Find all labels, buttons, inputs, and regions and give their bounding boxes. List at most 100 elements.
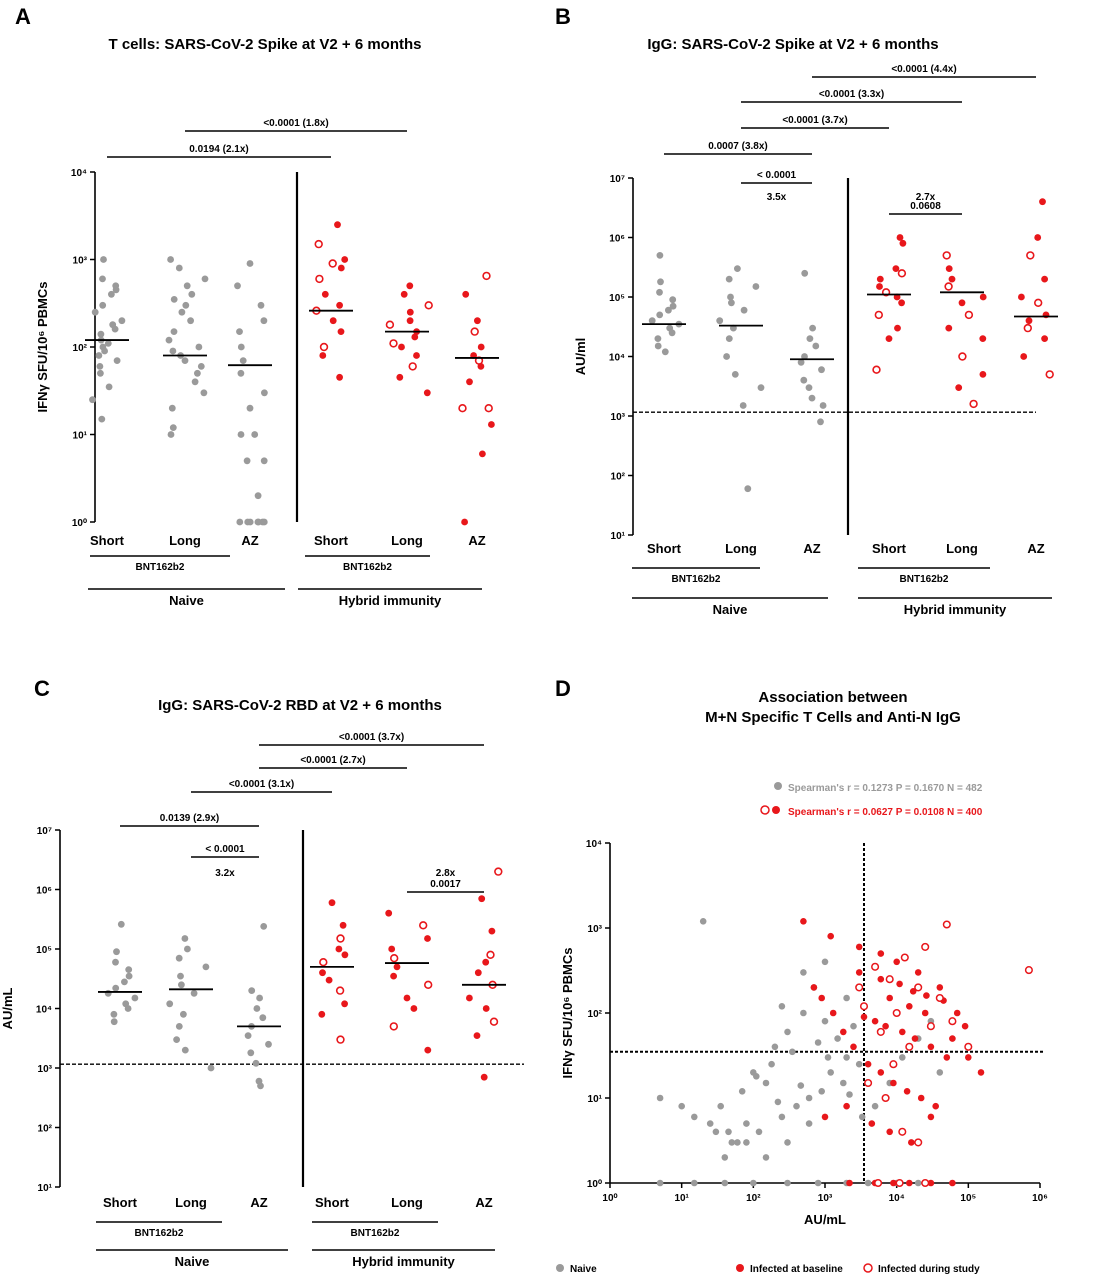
data-point	[398, 343, 405, 351]
data-point	[165, 336, 173, 344]
data-point-infected-baseline	[936, 984, 944, 991]
data-point	[108, 290, 115, 298]
data-point	[396, 373, 404, 381]
data-point-infected-baseline	[899, 1028, 906, 1036]
data-point	[101, 347, 108, 355]
data-point	[648, 317, 656, 325]
data-point-naive	[850, 1022, 857, 1030]
category-label: Long	[175, 1195, 207, 1210]
data-point	[254, 518, 262, 526]
data-point	[725, 335, 733, 342]
data-point-naive	[762, 1154, 770, 1161]
y-axis-label: IFNγ SFU/10⁶ PBMCs	[35, 282, 50, 413]
data-point	[406, 317, 414, 325]
data-point	[969, 399, 978, 409]
data-point	[805, 384, 813, 391]
data-point	[237, 431, 245, 438]
data-point-infected-baseline	[877, 1069, 885, 1076]
legend-label: Naive	[570, 1264, 597, 1275]
data-point	[423, 389, 431, 397]
data-point	[105, 383, 113, 391]
data-point-infected-baseline	[917, 1094, 925, 1102]
data-point	[200, 389, 208, 397]
panel-letter: C	[34, 676, 50, 701]
data-point	[112, 958, 119, 966]
data-point	[252, 1059, 260, 1067]
y-tick-label: 10²	[588, 1009, 603, 1020]
data-point	[898, 299, 905, 307]
data-point	[261, 389, 268, 397]
data-point-naive	[656, 1094, 664, 1102]
data-point-naive	[858, 1113, 866, 1121]
category-label: AZ	[241, 533, 258, 548]
y-tick-label: 10²	[73, 343, 88, 354]
data-point	[188, 290, 196, 298]
data-point	[728, 299, 735, 307]
data-point-naive	[678, 1102, 685, 1110]
data-point	[319, 969, 326, 977]
data-point	[474, 317, 481, 325]
fold-change-label: 2.8x	[436, 868, 456, 879]
category-label: Long	[169, 533, 201, 548]
data-point	[656, 288, 663, 296]
data-point-infected-baseline	[886, 1128, 893, 1136]
data-point	[237, 343, 245, 351]
chart-title: IgG: SARS-CoV-2 Spike at V2 + 6 months	[647, 36, 938, 53]
data-point	[944, 282, 953, 291]
data-point	[876, 275, 884, 283]
data-point-infected-during	[914, 983, 923, 992]
data-point	[725, 275, 733, 283]
data-point-naive	[834, 1035, 841, 1042]
data-point-infected-baseline	[843, 1102, 850, 1110]
data-point	[477, 343, 485, 351]
data-point	[104, 989, 112, 997]
legend-label: Infected at baseline	[750, 1264, 843, 1275]
significance-label: 0.0139 (2.9x)	[160, 813, 220, 824]
data-point	[406, 282, 414, 290]
data-point-naive	[743, 1139, 750, 1146]
data-point	[170, 328, 178, 335]
data-point	[817, 418, 824, 426]
data-point	[169, 347, 177, 355]
data-point	[182, 301, 190, 309]
data-point	[876, 283, 883, 290]
data-point	[654, 342, 662, 350]
data-point	[124, 1005, 132, 1012]
data-point-infected-during	[1024, 966, 1033, 975]
data-point	[410, 1005, 418, 1012]
data-point-infected-during	[864, 1078, 873, 1088]
data-point	[111, 325, 119, 333]
data-point	[752, 283, 760, 290]
data-point	[801, 353, 808, 360]
y-tick-label: 10³	[611, 412, 626, 423]
data-point	[248, 987, 256, 994]
data-point	[424, 301, 433, 310]
data-point	[668, 329, 676, 337]
data-point	[236, 328, 243, 335]
data-point	[665, 306, 672, 314]
data-point-infected-baseline	[908, 1139, 915, 1146]
y-tick-label: 10¹	[588, 1094, 603, 1105]
x-tick-label: 10³	[818, 1193, 833, 1204]
data-point	[945, 324, 953, 332]
data-point	[389, 339, 398, 348]
data-point	[91, 308, 99, 316]
data-point-infected-baseline	[923, 992, 930, 999]
data-point	[385, 909, 393, 917]
data-point	[246, 404, 254, 412]
data-point-infected-baseline	[906, 1179, 913, 1187]
data-point	[731, 371, 739, 378]
spearman-stat-naive: Spearman's r = 0.1273 P = 0.1670 N = 482	[788, 783, 983, 794]
category-label: Long	[391, 533, 423, 548]
data-point	[89, 396, 96, 404]
data-point-infected-baseline	[914, 969, 922, 976]
data-point	[183, 282, 191, 290]
data-point	[800, 376, 808, 384]
data-point-infected-baseline	[840, 1028, 847, 1036]
y-tick-label: 10¹	[38, 1183, 53, 1194]
data-point-naive	[843, 994, 850, 1002]
data-point	[112, 286, 120, 294]
data-point	[494, 867, 503, 876]
data-point	[314, 239, 323, 249]
data-point-infected-baseline	[877, 975, 885, 983]
